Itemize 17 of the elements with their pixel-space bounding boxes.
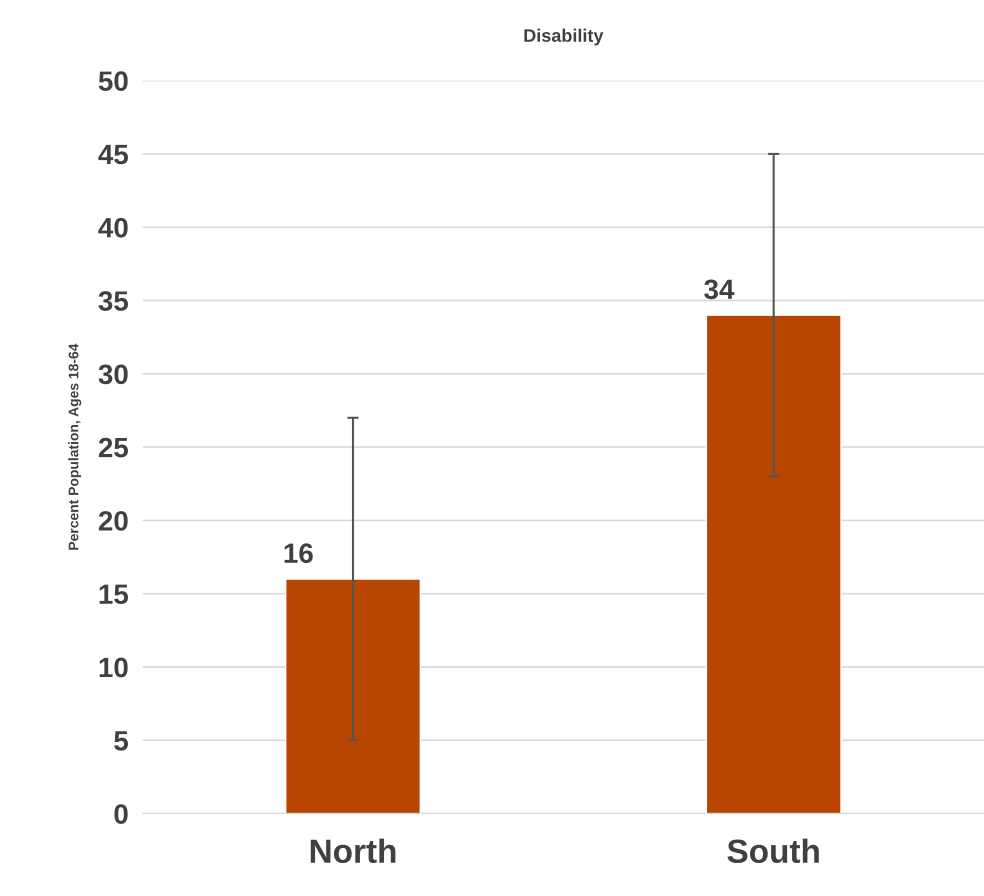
y-tick-label: 35 [98, 291, 128, 311]
y-tick-label: 0 [114, 804, 128, 824]
y-tick-label: 20 [98, 511, 128, 531]
y-tick-label: 5 [114, 731, 128, 751]
y-axis-title: Percent Population, Ages 18-64 [68, 344, 82, 550]
chart-title: Disability [524, 28, 604, 46]
data-label: 34 [704, 280, 734, 300]
y-tick-label: 40 [98, 218, 128, 238]
y-tick-label: 50 [98, 71, 128, 91]
x-tick-label: South [727, 838, 819, 864]
y-tick-label: 15 [100, 584, 128, 604]
y-tick-label: 45 [98, 144, 128, 164]
data-label: 16 [284, 543, 313, 564]
y-tick-label: 25 [98, 438, 128, 458]
y-tick-label: 10 [100, 658, 128, 678]
x-tick-label: North [310, 838, 396, 864]
y-tick-label: 30 [98, 364, 128, 384]
